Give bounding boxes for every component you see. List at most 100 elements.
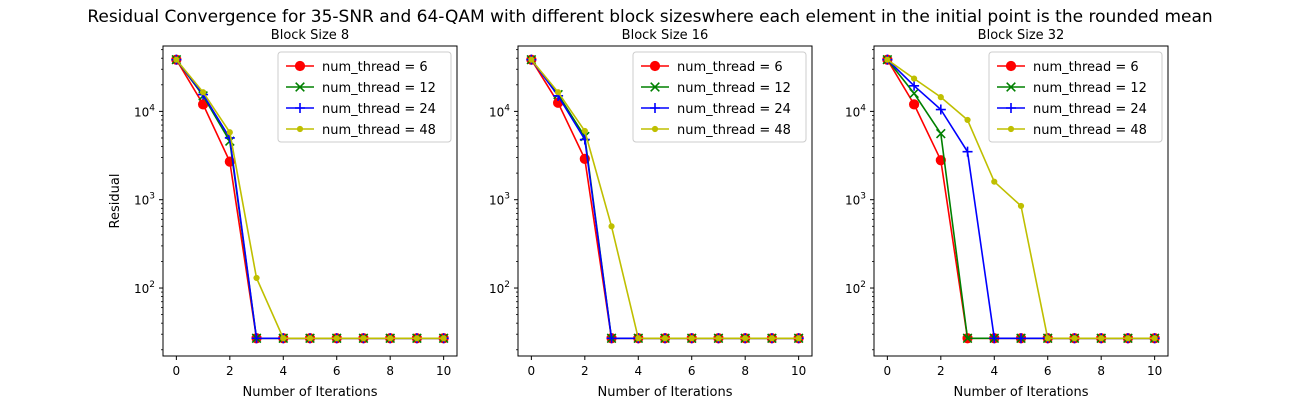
data-point [962, 146, 973, 157]
legend-marker [295, 82, 305, 92]
data-point [387, 335, 394, 342]
data-point [1044, 335, 1051, 342]
x-tick-label: 10 [436, 364, 451, 378]
data-point [989, 333, 1000, 344]
x-tick-label: 4 [990, 364, 998, 378]
x-tick-label: 0 [173, 364, 181, 378]
legend-marker [651, 125, 659, 133]
data-point [715, 335, 722, 342]
x-tick-label: 0 [528, 364, 536, 378]
data-point [528, 56, 535, 63]
x-tick-label: 8 [741, 364, 749, 378]
series-3 [173, 56, 447, 342]
x-tick-label: 4 [279, 364, 287, 378]
data-point [1016, 333, 1026, 344]
x-tick-label: 2 [581, 364, 589, 378]
legend: num_thread = 6 num_thread = 12 num_thread … [632, 51, 807, 143]
legend-label: num_thread = 24 [1033, 102, 1147, 117]
figure-suptitle: Residual Convergence for 35-SNR and 64-Q… [87, 7, 1212, 27]
plot-area [526, 54, 804, 344]
x-tick-label: 8 [1097, 364, 1105, 378]
legend-label: num_thread = 6 [677, 60, 783, 75]
subplot-title: Block Size 16 [622, 28, 709, 43]
x-axis-label: Number of Iterations [954, 385, 1089, 400]
data-point [688, 335, 695, 342]
x-tick-label: 2 [226, 364, 234, 378]
data-point [964, 116, 971, 124]
x-tick-label: 6 [333, 364, 341, 378]
data-point [608, 223, 615, 230]
data-point [795, 335, 802, 342]
legend-marker [650, 103, 660, 113]
legend-entry: num_thread = 6 [997, 60, 1139, 75]
series-3 [884, 56, 1158, 342]
data-point [1071, 335, 1078, 342]
legend-entry: num_thread = 6 [641, 60, 783, 75]
subplot-title: Block Size 8 [271, 28, 349, 43]
data-point [661, 335, 669, 342]
series-3 [528, 56, 802, 342]
data-point [635, 335, 642, 342]
legend-label: num_thread = 24 [677, 102, 791, 117]
legend-entry: num_thread = 24 [997, 102, 1147, 117]
data-point [962, 333, 973, 344]
legend-marker [1006, 82, 1016, 92]
legend-label: num_thread = 24 [322, 102, 436, 117]
data-point [280, 335, 287, 342]
data-point [199, 89, 207, 96]
data-point [935, 128, 946, 139]
data-point [742, 335, 749, 342]
data-point [937, 94, 944, 101]
legend: num_thread = 6 num_thread = 12 num_thread … [988, 51, 1163, 143]
x-axis-label: Number of Iterations [598, 385, 733, 400]
data-point [910, 75, 918, 82]
data-point [909, 88, 919, 99]
legend-entry: num_thread = 12 [641, 81, 791, 96]
data-point [360, 335, 367, 342]
y-axis-label: Residual [108, 174, 123, 229]
x-tick-label: 0 [884, 364, 892, 378]
data-point [554, 89, 562, 96]
legend-marker [1006, 103, 1016, 113]
data-point [173, 56, 180, 63]
x-tick-label: 4 [634, 364, 642, 378]
legend-label: num_thread = 6 [322, 60, 428, 75]
legend-marker [650, 82, 660, 92]
axes-frame [873, 45, 1169, 357]
x-tick-label: 6 [688, 364, 696, 378]
legend-marker [1007, 125, 1015, 133]
axes-frame [517, 45, 813, 357]
axes-frame [162, 45, 458, 357]
data-point [1124, 335, 1132, 342]
plot-area [882, 54, 1160, 344]
legend-marker [296, 125, 304, 133]
legend-frame [277, 51, 452, 143]
legend-entry: num_thread = 12 [286, 81, 436, 96]
legend-label: num_thread = 12 [1033, 81, 1147, 96]
legend-label: num_thread = 48 [1033, 123, 1147, 138]
data-point [581, 127, 588, 135]
data-point [253, 274, 260, 282]
plot-area [171, 54, 449, 344]
data-point [935, 155, 946, 166]
data-point [413, 335, 421, 342]
x-tick-label: 10 [791, 364, 806, 378]
data-point [991, 178, 998, 185]
data-point [935, 104, 946, 115]
legend-marker [649, 60, 661, 72]
data-point [606, 333, 617, 344]
legend-entry: num_thread = 48 [997, 123, 1147, 138]
legend-marker [294, 60, 306, 72]
legend-label: num_thread = 48 [322, 123, 436, 138]
data-point [226, 129, 233, 136]
x-tick-label: 2 [937, 364, 945, 378]
subplot-title: Block Size 32 [978, 28, 1065, 43]
legend-entry: num_thread = 24 [286, 102, 436, 117]
legend-entry: num_thread = 6 [286, 60, 428, 75]
legend-label: num_thread = 48 [677, 123, 791, 138]
legend: num_thread = 6 num_thread = 12 num_thread … [277, 51, 452, 143]
legend-entry: num_thread = 48 [286, 123, 436, 138]
data-point [440, 335, 447, 342]
